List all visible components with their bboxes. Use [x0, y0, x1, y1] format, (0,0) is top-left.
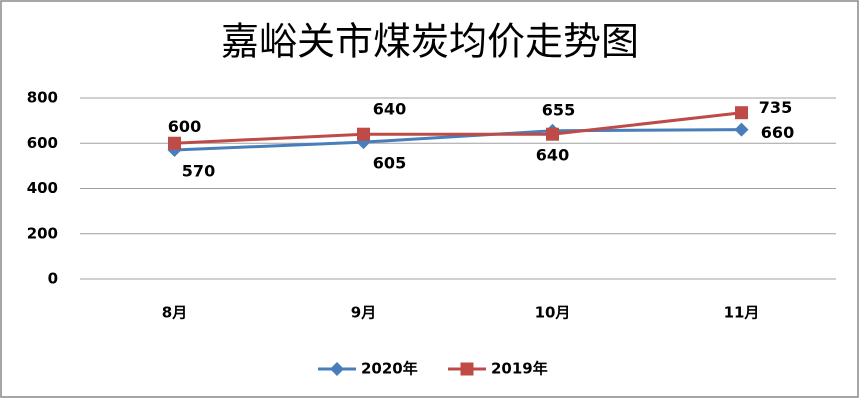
legend-marker	[460, 362, 474, 376]
y-tick-label: 400	[27, 179, 58, 197]
y-tick-label: 0	[48, 270, 58, 288]
marker	[546, 127, 559, 141]
marker	[734, 122, 749, 137]
data-label: 660	[761, 123, 794, 142]
marker	[168, 136, 181, 150]
data-label: 640	[536, 146, 569, 165]
data-label: 600	[168, 117, 201, 136]
y-tick-label: 800	[27, 89, 58, 107]
y-tick-label: 200	[27, 224, 58, 242]
legend-marker	[330, 362, 344, 376]
legend-label: 2020年	[361, 360, 418, 378]
marker	[357, 127, 370, 141]
data-label: 655	[542, 100, 575, 119]
x-tick-label: 11月	[724, 304, 760, 322]
y-tick-label: 600	[27, 134, 58, 152]
data-label: 605	[373, 154, 406, 173]
marker	[735, 106, 748, 120]
data-label: 735	[759, 98, 792, 117]
x-tick-label: 8月	[162, 304, 187, 322]
x-tick-label: 10月	[535, 304, 571, 322]
data-label: 570	[182, 162, 215, 181]
line	[174, 128, 742, 152]
legend-label: 2019年	[491, 360, 548, 378]
data-label: 640	[373, 100, 406, 119]
x-tick-label: 9月	[351, 304, 376, 322]
chart-title: 嘉峪关市煤炭均价走势图	[221, 20, 639, 64]
line	[174, 111, 742, 145]
